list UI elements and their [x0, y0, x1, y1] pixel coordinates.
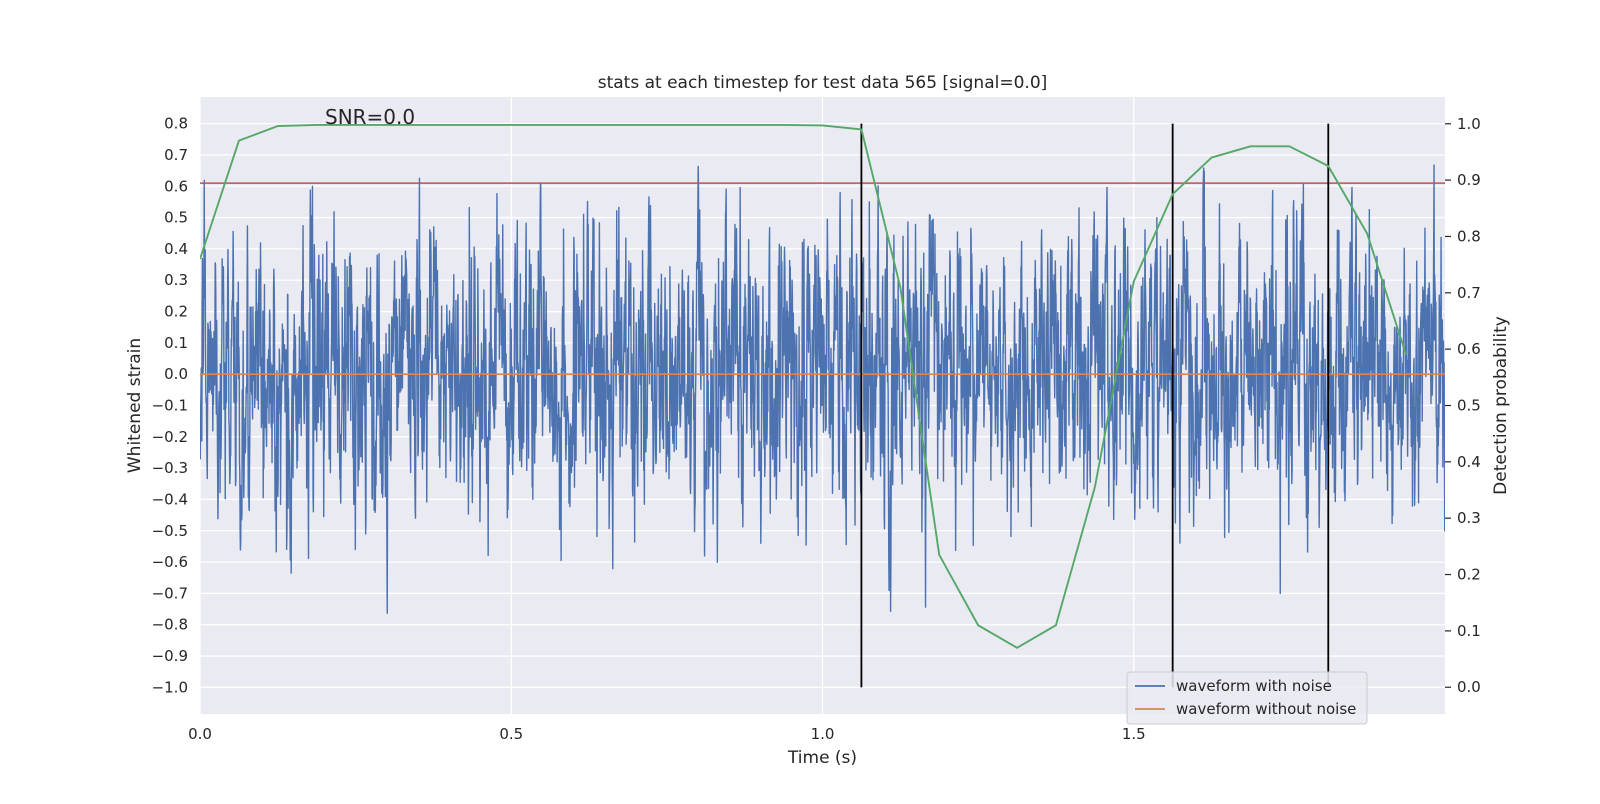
y2-tick-label: 0.4: [1457, 453, 1481, 471]
y-tick-label: 0.4: [164, 240, 188, 258]
y-tick-label: 0.3: [164, 271, 188, 289]
y-tick-label: −0.4: [152, 490, 188, 508]
y-tick-label: 0.0: [164, 365, 188, 383]
legend: waveform with noise waveform without noi…: [1127, 672, 1367, 724]
y-tick-label: −0.1: [152, 397, 188, 415]
y2-axis-ticks: 1.0 0.9 0.8 0.7 0.6 0.5 0.4 0.3 0.2 0.1 0.0: [1445, 115, 1481, 696]
y2-tick-label: 0.8: [1457, 227, 1481, 245]
y2-tick-label: 0.7: [1457, 284, 1481, 302]
y-tick-label: −0.7: [152, 584, 188, 602]
y2-axis-label: Detection probability: [1491, 316, 1511, 495]
y-axis-label: Whitened strain: [125, 338, 145, 473]
x-axis-label: Time (s): [787, 748, 857, 768]
y2-tick-label: 0.6: [1457, 340, 1481, 358]
y-tick-label: 0.8: [164, 115, 188, 133]
x-tick-label: 1.5: [1122, 725, 1146, 743]
legend-label-noise: waveform with noise: [1176, 677, 1332, 695]
x-tick-label: 1.0: [811, 725, 835, 743]
y-tick-label: 0.6: [164, 177, 188, 195]
y2-tick-label: 0.9: [1457, 171, 1481, 189]
y-tick-label: 0.1: [164, 334, 188, 352]
y-tick-label: −0.6: [152, 553, 188, 571]
y2-tick-label: 1.0: [1457, 115, 1481, 133]
y2-tick-label: 0.2: [1457, 566, 1481, 584]
y2-tick-label: 0.5: [1457, 397, 1481, 415]
x-axis-ticks: 0.0 0.5 1.0 1.5: [188, 725, 1146, 743]
snr-annotation: SNR=0.0: [325, 105, 415, 129]
x-tick-label: 0.0: [188, 725, 212, 743]
y-tick-label: −0.9: [152, 647, 188, 665]
y-axis-ticks: 0.8 0.7 0.6 0.5 0.4 0.3 0.2 0.1 0.0 −0.1 −0.2 −0.3 −…: [152, 115, 188, 697]
y2-tick-label: 0.0: [1457, 678, 1481, 696]
y-tick-label: −0.5: [152, 522, 188, 540]
y-tick-label: −0.2: [152, 428, 188, 446]
chart-title: stats at each timestep for test data 565…: [598, 73, 1048, 93]
x-tick-label: 0.5: [499, 725, 523, 743]
y-tick-label: 0.7: [164, 146, 188, 164]
y-tick-label: −0.3: [152, 459, 188, 477]
y-tick-label: 0.5: [164, 209, 188, 227]
y-tick-label: −1.0: [152, 678, 188, 696]
y-tick-label: −0.8: [152, 616, 188, 634]
y2-tick-label: 0.1: [1457, 622, 1481, 640]
y-tick-label: 0.2: [164, 303, 188, 321]
y2-tick-label: 0.3: [1457, 509, 1481, 527]
legend-label-clean: waveform without noise: [1176, 700, 1356, 718]
